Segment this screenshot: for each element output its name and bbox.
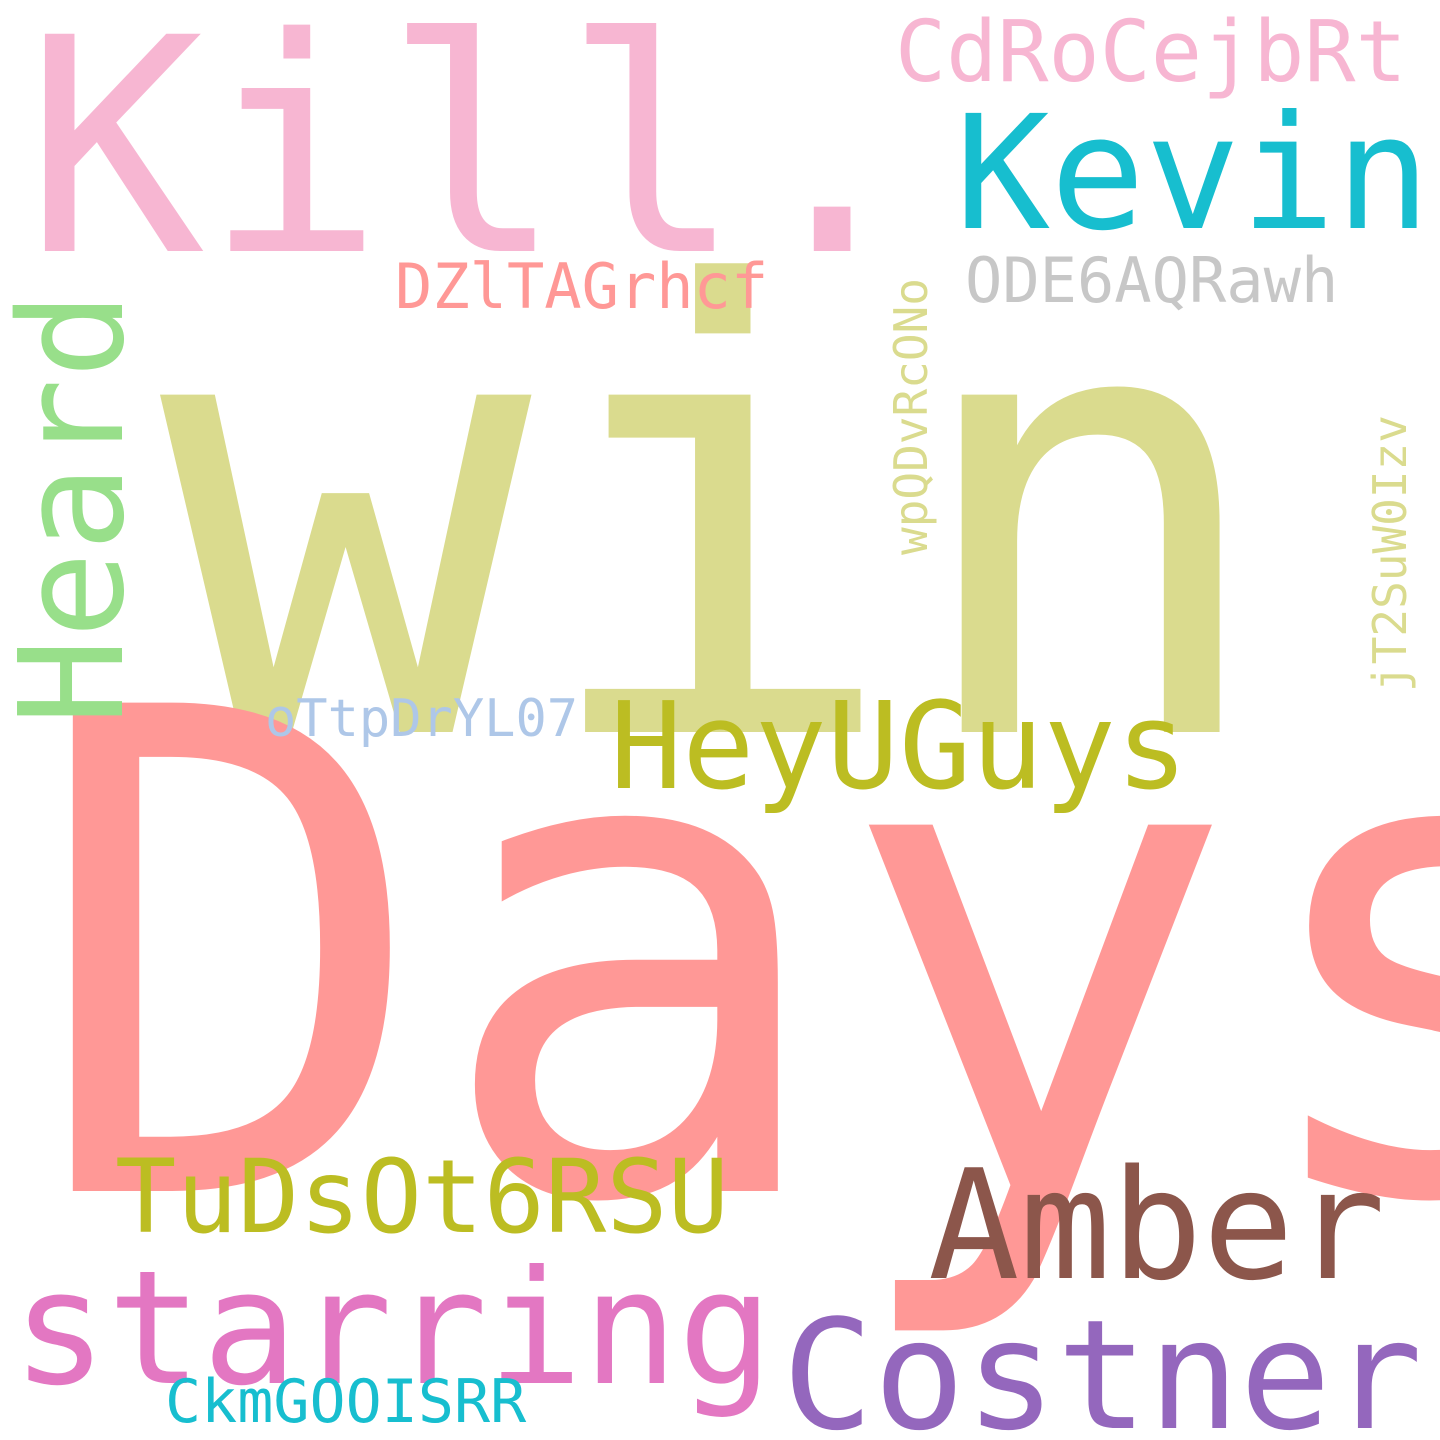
word-tudsot6rsu: TuDsOt6RSU	[115, 1138, 730, 1257]
word-amber: Amber	[928, 1137, 1386, 1314]
word-heyuguys: HeyUGuys	[610, 678, 1188, 817]
word-cdrocejbrt: CdRoCejbRt	[895, 3, 1407, 102]
word-ckmgooisrr: CkmGOOISRR	[165, 1367, 527, 1437]
word-dzltagrhcf: DZlTAGrhcf	[395, 250, 769, 323]
word-jt2suw0izv: jT2SuW0Izv	[1363, 415, 1417, 692]
word-kill: Kill.	[25, 0, 923, 322]
word-starring: starring	[12, 1237, 773, 1421]
word-ode6aqrawh: ODE6AQRawh	[965, 244, 1339, 317]
word-kevin: Kevin	[955, 82, 1431, 266]
word-wpqdvrcono: wpQDvRcONo	[884, 278, 938, 555]
word-heard: Heard	[0, 291, 156, 725]
word-win: win	[160, 159, 1275, 878]
word-costner: Costner	[782, 1287, 1423, 1440]
word-days: Days	[28, 570, 1440, 1350]
word-ottpdryl07: oTtpDrYL07	[265, 689, 579, 749]
